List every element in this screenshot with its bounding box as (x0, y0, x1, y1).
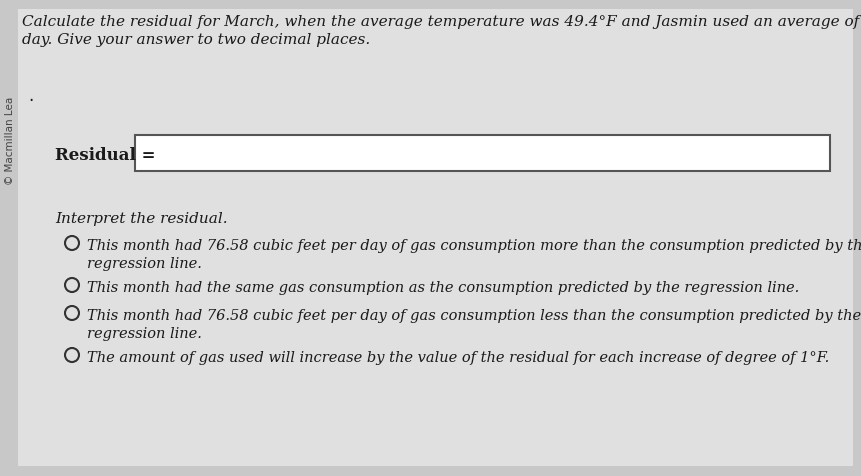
Text: This month had 76.58 cubic feet per day of gas consumption more than the consump: This month had 76.58 cubic feet per day … (87, 238, 861, 252)
Text: regression line.: regression line. (87, 327, 201, 340)
Text: day. Give your answer to two decimal places.: day. Give your answer to two decimal pla… (22, 33, 370, 47)
FancyBboxPatch shape (135, 136, 830, 172)
Text: The amount of gas used will increase by the value of the residual for each incre: The amount of gas used will increase by … (87, 350, 829, 364)
Text: Interpret the residual.: Interpret the residual. (55, 211, 227, 226)
Text: regression line.: regression line. (87, 257, 201, 270)
Text: Residual =: Residual = (55, 146, 156, 163)
Text: © Macmillan Lea: © Macmillan Lea (5, 97, 15, 185)
Text: .: . (28, 87, 34, 105)
Text: This month had the same gas consumption as the consumption predicted by the regr: This month had the same gas consumption … (87, 280, 799, 294)
Text: This month had 76.58 cubic feet per day of gas consumption less than the consump: This month had 76.58 cubic feet per day … (87, 308, 861, 322)
Text: Calculate the residual for March, when the average temperature was 49.4°F and Ja: Calculate the residual for March, when t… (22, 15, 861, 29)
FancyBboxPatch shape (18, 10, 853, 466)
